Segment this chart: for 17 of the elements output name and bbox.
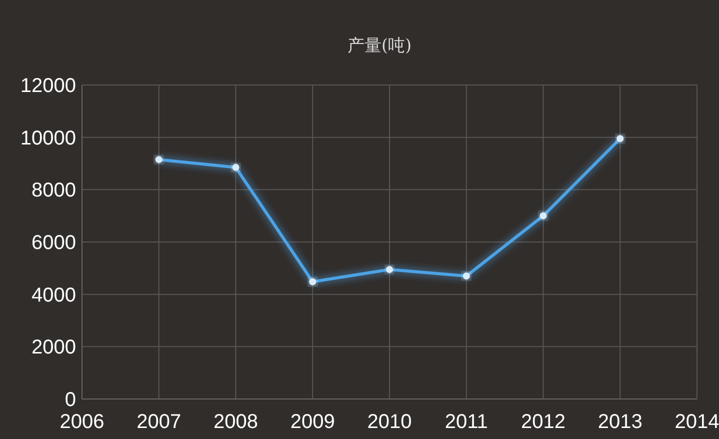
y-tick-label: 8000 bbox=[32, 180, 76, 202]
y-tick-label: 4000 bbox=[32, 284, 76, 306]
y-tick-label: 6000 bbox=[32, 232, 76, 254]
x-tick-label: 2006 bbox=[60, 411, 104, 433]
chart-title: 产量(吨) bbox=[347, 36, 412, 56]
x-tick-label: 2013 bbox=[598, 411, 642, 433]
x-tick-label: 2014 bbox=[674, 411, 719, 433]
x-tick-label: 2011 bbox=[444, 411, 488, 433]
x-tick-label: 2008 bbox=[214, 411, 258, 433]
y-tick-label: 2000 bbox=[32, 336, 76, 359]
x-tick-label: 2010 bbox=[367, 411, 412, 433]
y-tick-label: 12000 bbox=[20, 75, 76, 97]
y-tick-label: 0 bbox=[64, 389, 76, 411]
x-tick-label: 2009 bbox=[290, 411, 335, 433]
x-tick-label: 2012 bbox=[521, 411, 566, 433]
y-tick-label: 10000 bbox=[20, 127, 76, 150]
x-tick-label: 2007 bbox=[136, 411, 182, 433]
